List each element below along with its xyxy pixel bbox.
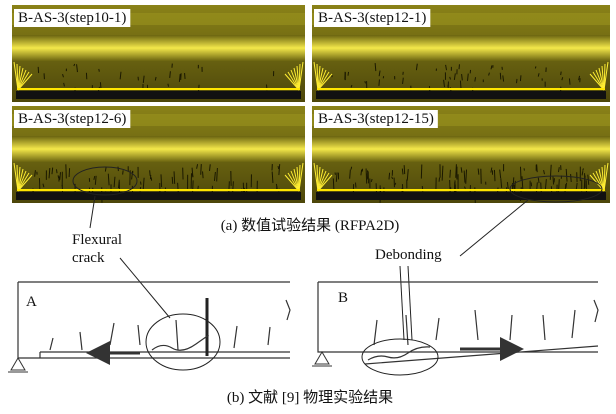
crack: [379, 79, 380, 85]
crack: [520, 75, 521, 81]
crack: [439, 178, 440, 182]
stress-band: [312, 35, 610, 61]
crack: [123, 170, 124, 174]
crack: [172, 177, 173, 184]
simulation-panel: B-AS-3(step10-1): [12, 5, 305, 102]
panel-label: B-AS-3(step12-1): [318, 10, 426, 26]
crack: [561, 72, 562, 75]
base-strip: [16, 192, 301, 200]
sketch-a: A: [8, 282, 290, 372]
annotation: crack: [72, 250, 105, 266]
crack: [566, 183, 567, 188]
simulation-panel: B-AS-3(step12-6): [12, 106, 305, 203]
panel-label: B-AS-3(step10-1): [18, 10, 126, 26]
crack: [336, 172, 337, 181]
stress-band: [12, 136, 305, 162]
leader-line: [400, 266, 404, 340]
leader-line: [408, 266, 412, 340]
leader-line: [460, 200, 528, 256]
leader-line: [120, 258, 170, 318]
crack: [553, 177, 554, 185]
panels: B-AS-3(step10-1) B-AS-3(step12-1) B-AS-3(s…: [12, 5, 610, 203]
crack: [535, 66, 536, 68]
caption: (b) 文献 [9] 物理实验结果: [227, 389, 393, 406]
crack: [365, 81, 366, 83]
base-strip: [16, 91, 301, 99]
crack: [389, 173, 390, 180]
crack: [456, 164, 457, 178]
crack: [203, 171, 204, 178]
base-strip: [316, 91, 606, 99]
crack: [460, 81, 461, 88]
sketch-b: B: [312, 282, 598, 375]
crack: [201, 164, 202, 175]
crack: [351, 167, 352, 170]
crack: [333, 178, 334, 189]
crack: [569, 78, 570, 84]
crack: [174, 171, 175, 184]
simulation-panel: B-AS-3(step12-1): [312, 5, 610, 102]
crack: [478, 169, 479, 175]
stress-band: [12, 35, 305, 61]
crack: [140, 182, 141, 185]
crack: [500, 73, 501, 80]
crack: [161, 174, 162, 187]
crack: [185, 73, 186, 79]
crack: [348, 72, 349, 76]
crack: [367, 174, 368, 180]
crack: [170, 71, 171, 78]
crack: [366, 169, 367, 184]
crack: [571, 174, 572, 182]
specimen-label: A: [26, 294, 37, 310]
crack: [404, 165, 405, 174]
stress-band: [312, 136, 610, 162]
crack: [402, 169, 403, 175]
figure: B-AS-3(step10-1) B-AS-3(step12-1) B-AS-3(s…: [0, 0, 616, 414]
panel-label: B-AS-3(step12-15): [318, 111, 434, 127]
crack: [494, 170, 495, 181]
crack: [168, 84, 169, 87]
crack: [193, 180, 194, 193]
annotation: Flexural: [72, 232, 122, 248]
crack: [52, 168, 53, 175]
crack: [375, 63, 376, 71]
crack: [229, 181, 230, 193]
crack: [350, 170, 351, 179]
crack: [537, 164, 538, 172]
crack: [150, 170, 151, 176]
crack: [583, 168, 584, 170]
simulation-panel: B-AS-3(step12-15): [312, 106, 610, 203]
caption: (a) 数值试验结果 (RFPA2D): [221, 217, 400, 234]
crack: [56, 169, 57, 173]
crack: [520, 167, 521, 180]
crack: [278, 166, 279, 169]
base-strip: [316, 192, 606, 200]
annotation: Debonding: [375, 247, 442, 263]
crack: [58, 175, 59, 178]
crack: [450, 170, 451, 178]
specimen-label: B: [338, 290, 348, 306]
panel-label: B-AS-3(step12-6): [18, 111, 126, 127]
